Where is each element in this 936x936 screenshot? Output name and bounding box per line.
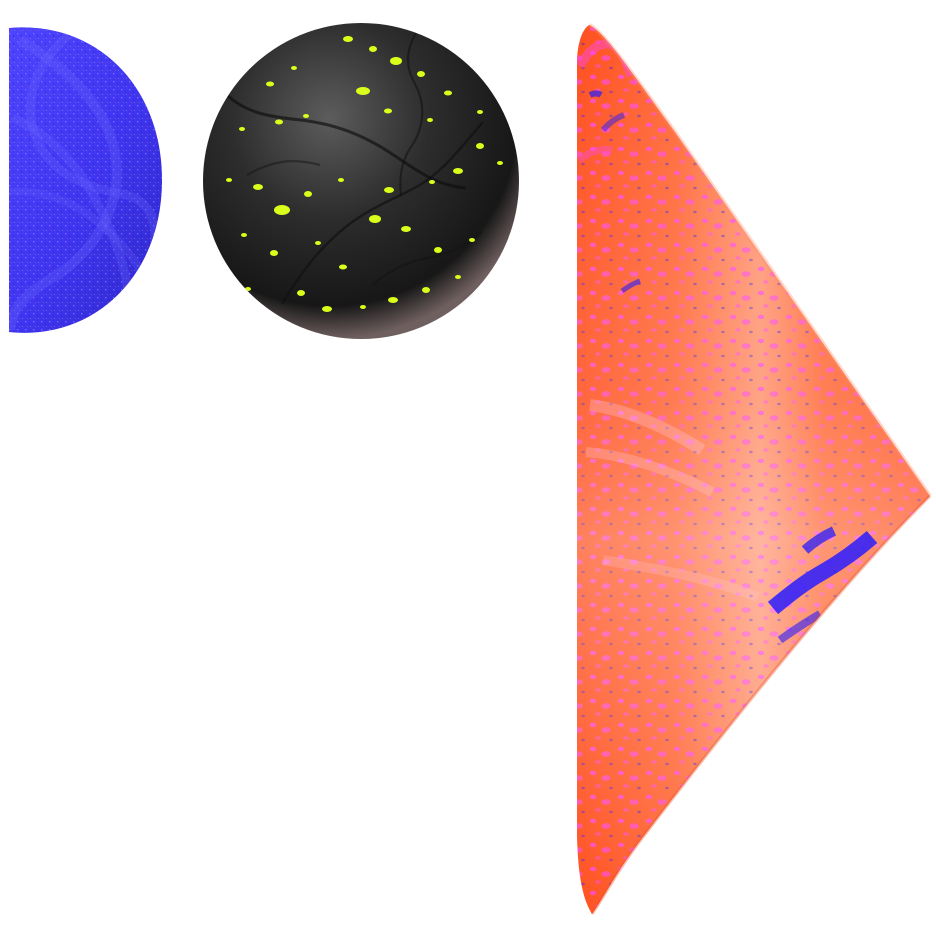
speckled-sphere-object <box>203 23 519 339</box>
cone-object <box>577 23 932 915</box>
half-disc-object <box>9 27 162 333</box>
